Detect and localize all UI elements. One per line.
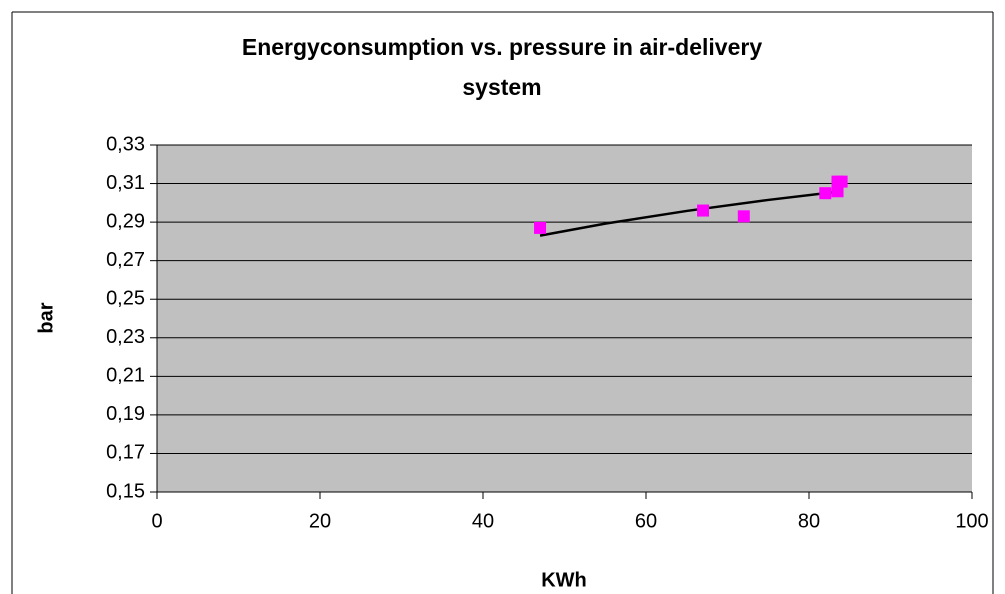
chart-title: Energyconsumption vs. pressure in air-de… bbox=[242, 34, 762, 100]
point bbox=[534, 221, 547, 234]
x-tick-label: 60 bbox=[635, 510, 657, 532]
x-axis-label: KWh bbox=[541, 569, 587, 591]
y-tick-label: 0,27 bbox=[106, 249, 145, 271]
point bbox=[737, 210, 750, 223]
x-tick-label: 100 bbox=[955, 510, 988, 532]
point bbox=[697, 204, 710, 217]
y-tick-label: 0,15 bbox=[106, 480, 145, 502]
y-tick-label: 0,17 bbox=[106, 442, 145, 464]
y-tick-label: 0,31 bbox=[106, 172, 145, 194]
x-tick-label: 0 bbox=[151, 510, 162, 532]
y-tick-label: 0,21 bbox=[106, 365, 145, 387]
y-tick-label: 0,29 bbox=[106, 210, 145, 232]
point bbox=[831, 185, 844, 198]
y-axis-label: bar bbox=[35, 302, 57, 333]
y-tick-label: 0,19 bbox=[106, 403, 145, 425]
plot-area bbox=[157, 145, 972, 492]
point bbox=[819, 187, 832, 200]
x-tick-label: 40 bbox=[472, 510, 494, 532]
x-tick-label: 20 bbox=[309, 510, 331, 532]
trendline bbox=[539, 190, 842, 237]
point bbox=[835, 175, 848, 188]
x-tick-label: 80 bbox=[798, 510, 820, 532]
y-tick-label: 0,33 bbox=[106, 133, 145, 155]
y-tick-label: 0,23 bbox=[106, 326, 145, 348]
y-tick-label: 0,25 bbox=[106, 288, 145, 310]
